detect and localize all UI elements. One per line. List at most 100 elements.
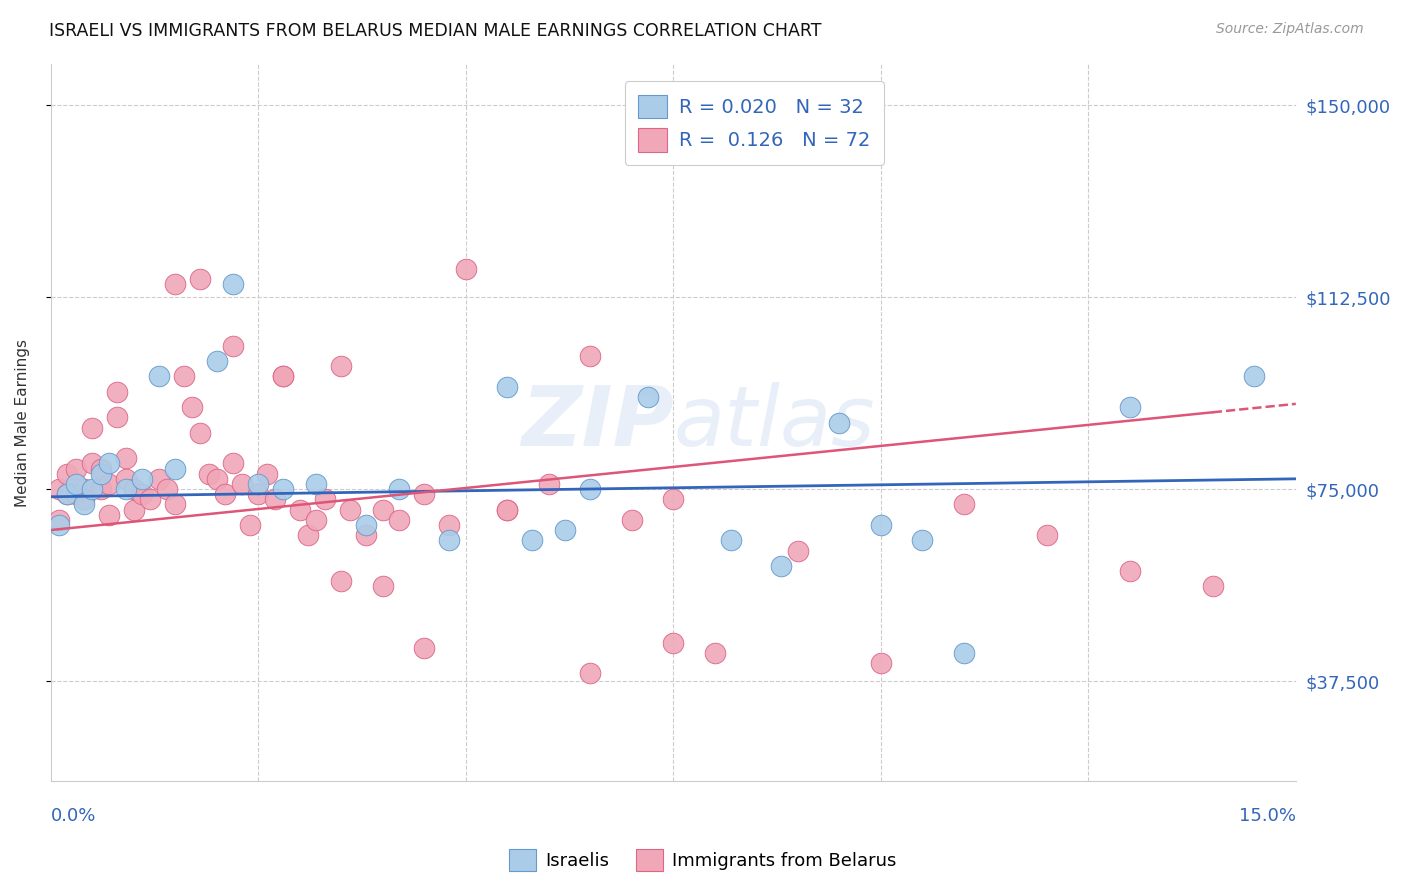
Point (165, 277, 187, 292)
Point (828, 416, 851, 430)
Point (770, 558, 793, 573)
Point (148, 472, 170, 486)
Point (1119, 564, 1142, 578)
Point (271, 369, 294, 384)
Point (82, 420, 104, 434)
Point (637, 390, 659, 404)
Point (48, 482, 70, 496)
Point (330, 359, 353, 374)
Point (90, 467, 112, 481)
Point (388, 513, 411, 527)
Point (297, 528, 319, 542)
Point (305, 477, 328, 491)
Point (454, 261, 477, 276)
Point (90, 482, 112, 496)
Point (222, 457, 245, 471)
Point (139, 492, 162, 507)
Point (437, 533, 460, 548)
Point (620, 513, 643, 527)
Point (579, 482, 602, 496)
Text: ISRAELI VS IMMIGRANTS FROM BELARUS MEDIAN MALE EARNINGS CORRELATION CHART: ISRAELI VS IMMIGRANTS FROM BELARUS MEDIA… (49, 22, 821, 40)
Point (105, 410, 128, 425)
Point (114, 472, 136, 486)
Point (48, 513, 70, 527)
Point (97, 508, 120, 522)
Point (82, 457, 104, 471)
Point (247, 487, 270, 501)
Point (271, 482, 294, 496)
Point (437, 517, 460, 532)
Point (56, 487, 79, 501)
Point (114, 482, 136, 496)
Point (173, 369, 195, 384)
Point (911, 533, 934, 548)
Point (354, 528, 377, 542)
Point (247, 477, 270, 491)
Text: ZIP: ZIP (520, 382, 673, 463)
Point (537, 477, 560, 491)
Text: Source: ZipAtlas.com: Source: ZipAtlas.com (1216, 22, 1364, 37)
Point (413, 640, 436, 655)
Point (239, 517, 262, 532)
Point (197, 467, 219, 481)
Text: 15.0%: 15.0% (1239, 806, 1296, 824)
Point (288, 502, 311, 516)
Point (371, 502, 394, 516)
Point (579, 349, 602, 363)
Point (703, 646, 725, 660)
Point (105, 384, 128, 399)
Point (222, 277, 245, 292)
Point (131, 472, 153, 486)
Point (181, 400, 204, 414)
Point (122, 502, 145, 516)
Point (720, 533, 742, 548)
Point (122, 482, 145, 496)
Point (662, 492, 685, 507)
Point (354, 517, 377, 532)
Point (413, 487, 436, 501)
Point (65, 487, 87, 501)
Point (97, 477, 120, 491)
Point (1036, 528, 1059, 542)
Point (65, 461, 87, 475)
Point (786, 543, 808, 558)
Point (188, 425, 211, 440)
Point (82, 482, 104, 496)
Point (1119, 400, 1142, 414)
Point (56, 467, 79, 481)
Legend: R = 0.020   N = 32, R =  0.126   N = 72: R = 0.020 N = 32, R = 0.126 N = 72 (624, 81, 884, 165)
Point (554, 523, 576, 537)
Point (952, 646, 974, 660)
Point (73, 492, 96, 507)
Point (48, 517, 70, 532)
Point (869, 656, 891, 670)
Point (65, 477, 87, 491)
Point (1202, 579, 1225, 593)
Y-axis label: Median Male Earnings: Median Male Earnings (15, 338, 30, 507)
Text: atlas: atlas (673, 382, 875, 463)
Point (522, 533, 544, 548)
Point (165, 461, 187, 475)
Point (205, 354, 228, 368)
Point (56, 487, 79, 501)
Point (869, 517, 891, 532)
Point (90, 461, 112, 475)
Point (231, 477, 253, 491)
Point (73, 482, 96, 496)
Point (662, 636, 685, 650)
Point (271, 369, 294, 384)
Point (97, 457, 120, 471)
Point (222, 339, 245, 353)
Point (148, 369, 170, 384)
Point (496, 502, 519, 516)
Point (264, 492, 287, 507)
Point (496, 502, 519, 516)
Legend: Israelis, Immigrants from Belarus: Israelis, Immigrants from Belarus (502, 842, 904, 879)
Point (496, 379, 519, 393)
Point (131, 487, 153, 501)
Text: 0.0%: 0.0% (51, 806, 96, 824)
Point (214, 487, 236, 501)
Point (156, 482, 179, 496)
Point (952, 498, 974, 512)
Point (305, 513, 328, 527)
